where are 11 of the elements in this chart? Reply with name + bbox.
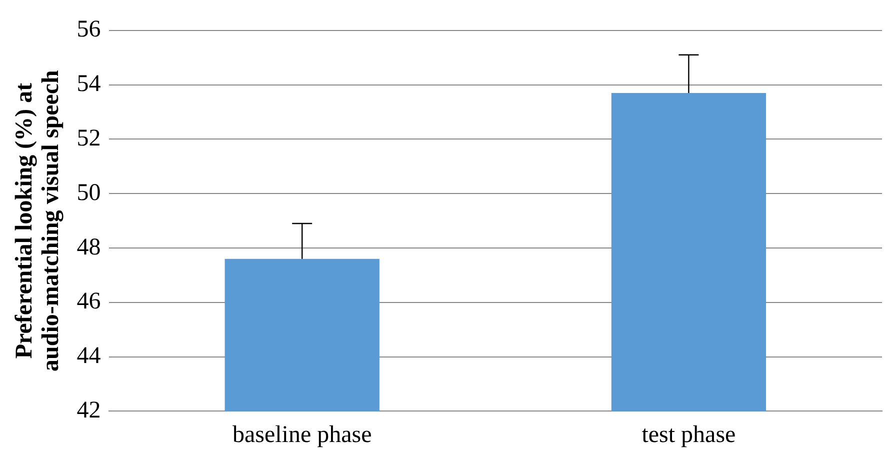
y-tick-label: 42 — [76, 397, 101, 424]
x-tick-label: test phase — [642, 422, 736, 448]
y-tick-label: 46 — [76, 288, 101, 315]
y-tick-label: 52 — [76, 125, 101, 152]
y-tick-label: 48 — [76, 234, 101, 260]
y-tick-label: 54 — [76, 71, 101, 98]
y-tick-label: 56 — [76, 16, 101, 43]
y-tick-label: 44 — [76, 343, 101, 370]
y-tick-label: 50 — [76, 180, 101, 206]
y-axis-title: Preferential looking (%) at audio-matching visual speech — [11, 70, 64, 372]
x-tick-label: baseline phase — [232, 422, 372, 448]
